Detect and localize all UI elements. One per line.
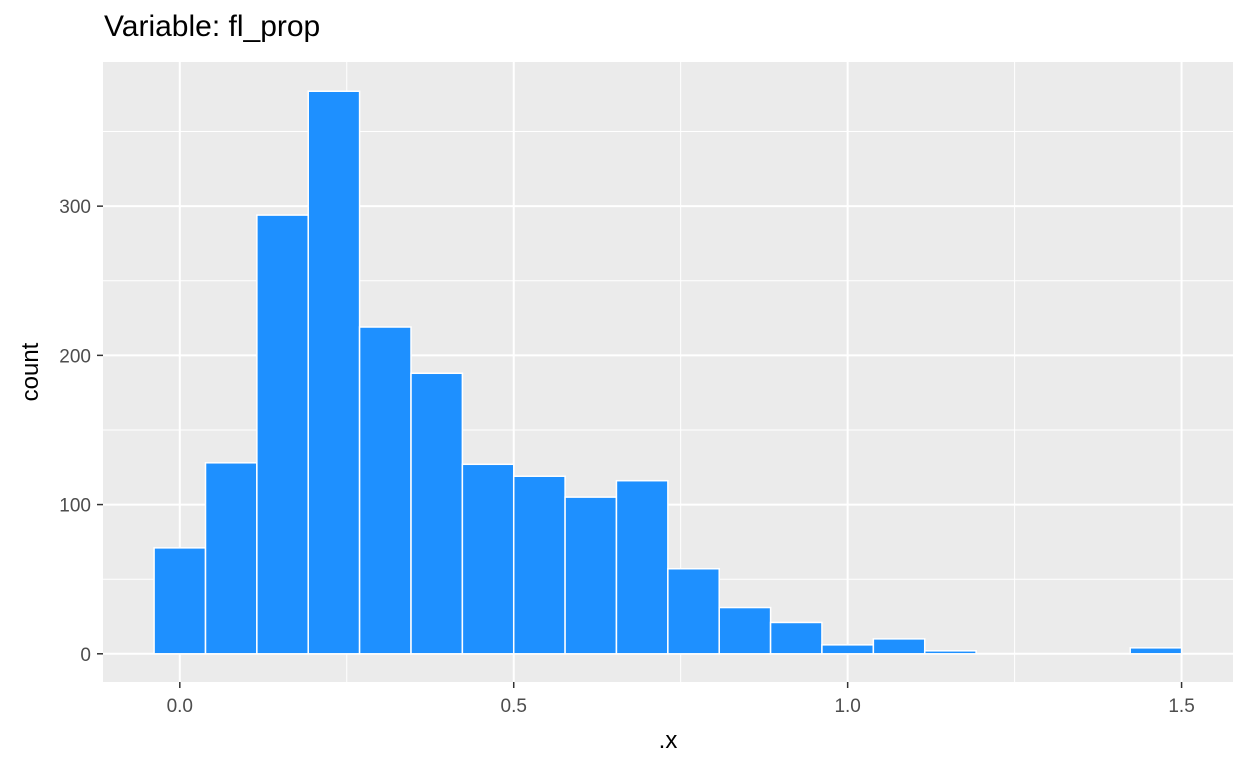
histogram-bar xyxy=(461,463,515,655)
histogram-bar xyxy=(410,372,464,655)
histogram-bar xyxy=(615,479,669,655)
histogram-bar xyxy=(872,638,926,655)
x-axis: 0.0 0.5 1.0 1.5 xyxy=(167,682,1195,717)
y-axis-title: count xyxy=(17,342,44,401)
histogram-bar xyxy=(307,90,361,655)
histogram-bar xyxy=(923,650,977,655)
y-tick-label: 100 xyxy=(59,496,91,517)
histogram-bar xyxy=(153,547,207,655)
x-tick-label: 1.5 xyxy=(1168,696,1194,717)
histogram-bar xyxy=(821,644,875,655)
x-tick-label: 0.0 xyxy=(167,696,193,717)
histogram-bar xyxy=(718,606,772,655)
histogram-bar xyxy=(358,326,412,655)
y-tick-label: 300 xyxy=(59,197,91,218)
y-axis: 0 100 200 300 xyxy=(59,197,103,666)
histogram-bar xyxy=(564,496,618,655)
histogram-bar xyxy=(512,475,566,655)
chart-title: Variable: fl_prop xyxy=(104,10,321,43)
histogram-bar xyxy=(204,462,258,655)
histogram-bars xyxy=(153,90,1183,655)
x-tick-label: 1.0 xyxy=(834,696,860,717)
histogram-bar xyxy=(667,567,720,655)
histogram-bar xyxy=(1129,647,1183,655)
y-tick-label: 0 xyxy=(80,645,91,666)
histogram-bar xyxy=(769,621,823,655)
histogram-bar xyxy=(256,214,309,655)
x-axis-title: .x xyxy=(659,727,678,754)
x-tick-label: 0.5 xyxy=(501,696,527,717)
y-tick-label: 200 xyxy=(59,346,91,367)
